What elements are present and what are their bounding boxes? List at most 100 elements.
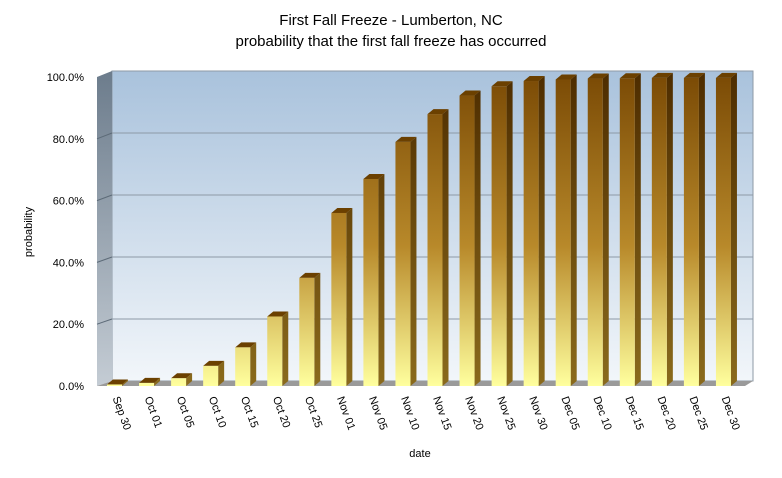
bar-front [555,79,571,387]
bar-top [427,109,449,115]
bar-top [363,173,385,179]
y-tick-label: 40.0% [53,257,84,269]
y-tick-label: 80.0% [53,134,84,146]
bar-front [459,95,475,386]
bar-top [395,136,417,142]
x-axis-ticks: Sep 30 Oct 01 Oct 05 Oct 10 Oct 15 Oct 20 Oct … [110,395,742,432]
bar-front [427,114,443,386]
bar-top [235,342,257,348]
bar-side [570,74,577,387]
plot-left-wall [97,71,112,386]
x-tick-label: Nov 15 [430,395,453,432]
bar-top [139,377,161,383]
bar [139,377,161,386]
bar-side [602,73,609,387]
bar-front [395,141,411,386]
bar-side [186,373,193,386]
bar-front [267,316,283,386]
bar-side [506,81,513,387]
x-tick-label: Sep 30 [110,395,133,432]
bar-side [538,76,545,386]
bar-side [442,109,449,386]
bar-top [267,311,289,317]
bar-top [203,360,225,366]
y-tick-label: 20.0% [53,319,84,331]
bar [459,90,481,386]
bar [427,109,449,386]
bar [363,173,385,386]
y-axis-ticks: 0.0% 20.0% 40.0% 60.0% 80.0% 100.0% [47,72,85,393]
x-tick-label: Nov 30 [526,395,549,432]
bar-side [698,72,705,386]
bar [107,379,128,386]
bar-top [107,379,128,385]
bar [299,272,321,386]
bar-side [218,360,225,386]
chart-subtitle: probability that the first fall freeze h… [236,33,547,50]
y-tick-label: 100.0% [47,72,85,84]
bar-front [107,384,122,386]
bars [107,72,737,387]
bar-front [235,347,251,386]
bar-front [299,277,315,386]
bar-top [555,74,577,80]
bar [267,311,289,386]
y-tick-label: 60.0% [53,196,84,208]
bar [587,73,609,387]
bar-front [171,378,187,386]
bar-top [523,76,545,82]
gridline-wall [96,194,113,202]
x-tick-label: Dec 25 [687,395,710,432]
gridline-wall [96,318,113,325]
x-tick-label: Nov 25 [494,395,517,432]
bar-top [331,207,353,213]
bar-side [154,377,161,386]
bar-front [651,77,667,386]
x-tick-label: Oct 05 [174,395,196,430]
x-tick-label: Nov 10 [398,395,421,432]
bar [171,373,193,386]
bar-top [587,73,609,79]
bar-top [299,272,321,278]
bar-top [715,72,737,78]
bar-front [683,77,699,386]
bar [331,207,353,386]
bar [683,72,705,386]
bar [619,73,641,387]
x-tick-label: Dec 10 [590,395,613,432]
bar-side [282,311,289,386]
bar-front [363,178,379,386]
bar-top [491,81,513,87]
bar-top [651,72,673,78]
bar-side [378,173,385,386]
x-tick-label: Dec 05 [558,395,581,432]
bar [555,74,577,387]
bar-side [346,207,353,386]
x-tick-label: Dec 30 [719,395,742,432]
bar-front [491,86,507,387]
x-tick-label: Oct 10 [206,395,228,430]
bar-side [666,72,673,386]
x-tick-label: Dec 15 [622,395,645,432]
x-tick-label: Nov 20 [462,395,485,432]
bar-top [619,73,641,79]
gridline-wall [96,256,113,263]
bar-side [634,73,641,387]
bar [651,72,673,386]
bar-top [683,72,705,78]
x-tick-label: Oct 25 [302,395,324,430]
x-tick-label: Oct 20 [270,395,292,430]
bar-side [410,136,417,386]
bar-side [122,379,128,386]
bar [523,76,545,386]
bar-front [203,365,219,386]
bar-front [587,78,603,387]
bar-front [523,81,539,386]
bar-side [730,72,737,386]
bar [395,136,417,386]
chart-title: First Fall Freeze - Lumberton, NC [279,12,503,29]
x-tick-label: Nov 05 [366,395,389,432]
bar-front [139,382,155,386]
bar [491,81,513,387]
